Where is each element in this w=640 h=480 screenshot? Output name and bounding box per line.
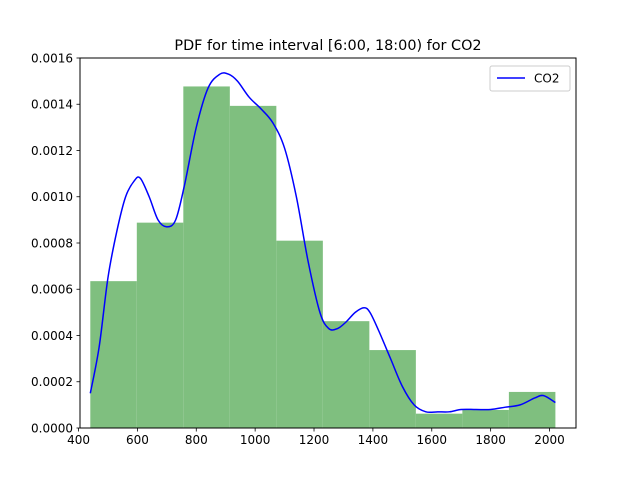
histogram-bar-8 (462, 409, 509, 428)
y-tick-label: 0.0004 (31, 329, 73, 343)
pdf-line-layer (89, 72, 556, 414)
series-line-co2 (89, 72, 556, 414)
histogram-bar-1 (136, 222, 184, 428)
histogram-bar-3 (229, 105, 277, 429)
y-tick-label: 0.0008 (31, 236, 73, 250)
x-tick-label: 1200 (299, 433, 330, 447)
y-tick-label: 0.0016 (31, 51, 73, 65)
x-axis: 400 600 800 1000 1200 1400 1600 1800 2000 (67, 428, 565, 447)
x-tick-label: 1800 (475, 433, 506, 447)
y-tick-label: 0.0000 (31, 421, 73, 435)
chart-title: PDF for time interval [6:00, 18:00) for … (174, 38, 481, 54)
x-tick-label: 1000 (240, 433, 271, 447)
y-tick-label: 0.0002 (31, 375, 73, 389)
histogram-bar-5 (322, 321, 370, 428)
y-axis: 0.0000 0.0002 0.0004 0.0006 0.0008 0.0010 0.00… (31, 51, 80, 435)
x-tick-label: 2000 (534, 433, 565, 447)
histogram-bar-7 (415, 413, 463, 428)
legend-box (489, 65, 571, 92)
x-tick-label: 1600 (416, 433, 447, 447)
x-tick-label: 600 (126, 433, 149, 447)
y-tick-label: 0.0014 (31, 98, 73, 112)
y-tick-label: 0.0006 (31, 283, 73, 297)
histogram-bar-4 (276, 240, 323, 428)
x-tick-label: 1400 (358, 433, 389, 447)
legend-label-co2: CO2 (534, 72, 559, 86)
x-tick-label: 800 (185, 433, 208, 447)
x-tick-label: 400 (67, 433, 90, 447)
y-tick-label: 0.0010 (31, 190, 73, 204)
y-tick-label: 0.0012 (31, 144, 73, 158)
histogram-bar-2 (183, 86, 230, 428)
legend: CO2 (489, 65, 571, 92)
histogram-bars (90, 86, 556, 429)
